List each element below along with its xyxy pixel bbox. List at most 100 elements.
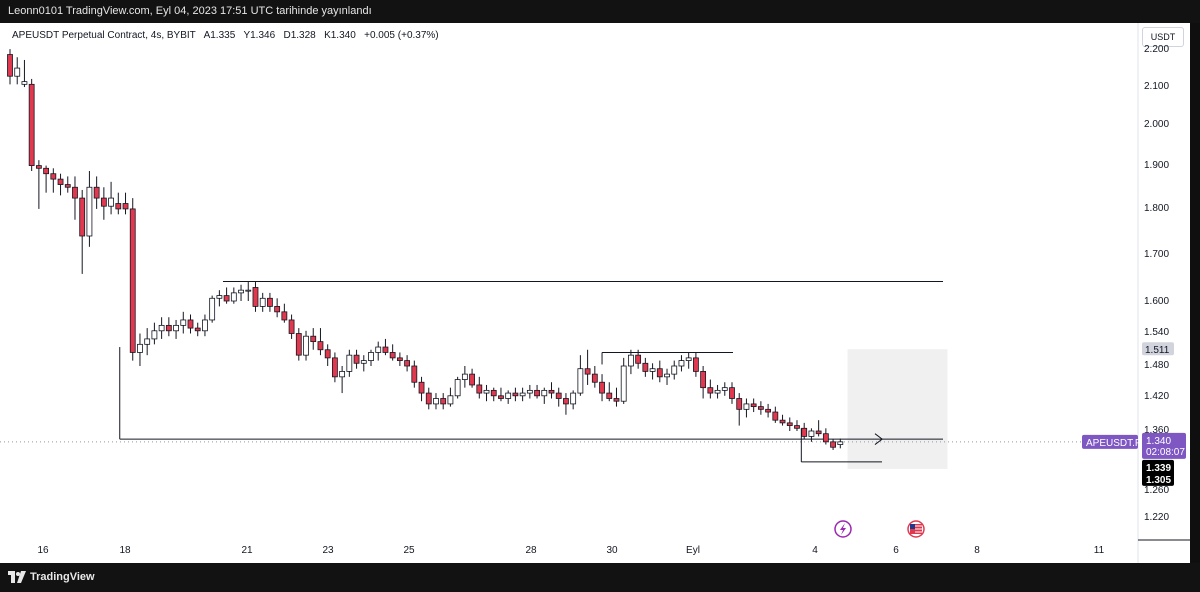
- legend-change: +0.005 (+0.37%): [364, 30, 439, 41]
- candle-up: [628, 354, 634, 367]
- price-tick-label: 1.540: [1144, 327, 1169, 338]
- price-tick-label: 1.600: [1144, 296, 1169, 307]
- candle-up: [808, 430, 815, 437]
- currency-button[interactable]: USDT: [1142, 27, 1184, 47]
- candle-down: [425, 392, 432, 405]
- candle-up: [137, 343, 143, 353]
- legend-close: K1.340: [324, 30, 356, 41]
- tradingview-logo-icon: [8, 571, 26, 583]
- price-chart[interactable]: 2.200 2.100 2.000 1.900 1.800 1.700 1.600 1.540…: [0, 23, 1190, 563]
- candle-down: [187, 319, 194, 329]
- price-tick-label: 1.360: [1144, 425, 1169, 436]
- time-tick-label: Eyl: [686, 545, 700, 556]
- candle-up: [360, 360, 367, 364]
- candle-down: [382, 346, 389, 353]
- candle-up: [483, 389, 490, 394]
- candle-up: [447, 395, 454, 405]
- candle-down: [606, 392, 613, 399]
- candle-down: [28, 83, 35, 166]
- candle-up: [541, 389, 548, 397]
- price-tick-label: 1.480: [1144, 360, 1169, 371]
- candle-down: [729, 387, 735, 399]
- candle-down: [490, 389, 497, 397]
- candle-down: [72, 186, 78, 199]
- candle-down: [281, 311, 288, 321]
- candle-up: [743, 403, 750, 410]
- candle-down: [548, 389, 555, 394]
- time-tick-label: 21: [241, 545, 253, 556]
- time-tick-label: 18: [119, 545, 131, 556]
- price-tick-label: 1.700: [1144, 249, 1169, 260]
- candle-down: [599, 381, 605, 394]
- tradingview-logo[interactable]: TradingView: [8, 569, 95, 585]
- candle-up: [180, 319, 187, 326]
- candle-up: [202, 319, 208, 332]
- candle-up: [368, 352, 374, 361]
- time-tick-label: 6: [893, 545, 899, 556]
- candle-up: [433, 398, 439, 405]
- candle-down: [411, 365, 418, 383]
- price-tick-label: 1.260: [1144, 485, 1169, 496]
- footer-bar: TradingView: [0, 563, 1200, 592]
- legend-open: A1.335: [203, 30, 236, 41]
- candle-down: [64, 184, 71, 188]
- us-flag-icon-canton: [910, 524, 915, 529]
- candle-down: [736, 398, 743, 410]
- candle-up: [144, 338, 151, 345]
- candle-up: [230, 292, 237, 302]
- candle-down: [815, 430, 822, 435]
- label-a: 1.339: [1146, 463, 1171, 474]
- candle-up: [454, 379, 461, 397]
- candle-up: [339, 371, 346, 378]
- candle-up: [238, 289, 244, 294]
- candle-up: [577, 368, 584, 394]
- candle-down: [165, 324, 172, 332]
- candle-up: [375, 346, 382, 353]
- candle-down: [274, 306, 281, 313]
- candle-down: [194, 327, 201, 332]
- candle-down: [476, 384, 483, 394]
- candle-down: [223, 295, 230, 302]
- time-tick-label: 8: [974, 545, 980, 556]
- candle-up: [570, 392, 577, 405]
- candle-down: [396, 357, 403, 361]
- candle-down: [35, 165, 42, 169]
- time-tick-label: 30: [606, 545, 618, 556]
- candle-down: [584, 368, 591, 375]
- legend-high: Y1.346: [243, 30, 276, 41]
- price-tick-label: 1.420: [1144, 391, 1169, 402]
- candle-down: [50, 173, 57, 180]
- publisher-line: Leonn0101 TradingView.com, Eyl 04, 2023 …: [8, 5, 372, 17]
- candle-up: [526, 389, 533, 394]
- price-tick-label: 2.200: [1144, 44, 1169, 55]
- candle-down: [757, 406, 764, 410]
- candle-down: [353, 354, 360, 364]
- candle-up: [461, 373, 468, 380]
- candle-down: [707, 387, 714, 394]
- candle-up: [259, 297, 266, 307]
- candle-up: [664, 373, 670, 378]
- candle-down: [115, 203, 122, 210]
- candle-down: [288, 319, 295, 334]
- candle-down: [830, 441, 836, 448]
- last-price-label: 1.340: [1146, 436, 1171, 447]
- candle-down: [389, 352, 396, 359]
- legend-symbol: APEUSDT Perpetual Contract, 4s, BYBIT: [12, 30, 196, 41]
- candle-down: [794, 425, 800, 429]
- candle-up: [245, 289, 252, 292]
- candle-down: [750, 403, 757, 408]
- candle-up: [671, 365, 678, 375]
- candle-up: [714, 389, 721, 394]
- price-tick-label: 1.900: [1144, 160, 1169, 171]
- symbol-tag-label: APEUSDT.P: [1086, 438, 1142, 449]
- candle-up: [685, 357, 692, 361]
- candle-down: [93, 186, 100, 199]
- candle-down: [512, 392, 519, 397]
- time-tick-label: 25: [403, 545, 415, 556]
- chart-panel[interactable]: APEUSDT Perpetual Contract, 4s, BYBIT A1…: [0, 23, 1190, 563]
- candle-down: [57, 178, 64, 185]
- candle-down: [591, 373, 598, 383]
- candle-up: [505, 392, 512, 399]
- candle-down: [331, 357, 338, 378]
- candle-down: [418, 381, 425, 394]
